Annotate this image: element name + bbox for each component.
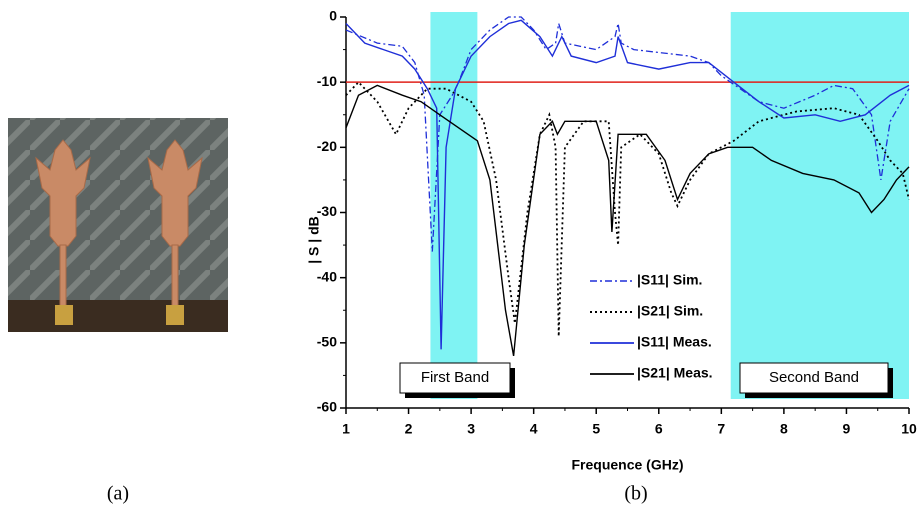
x-tick-label: 5 xyxy=(592,421,600,437)
band xyxy=(730,12,909,399)
x-tick-label: 3 xyxy=(467,421,475,437)
series-line xyxy=(345,16,910,252)
x-tick-label: 1 xyxy=(342,421,350,437)
plot: 0 -10 -20 -30 -40 -50 -60 1 2 3 4 5 6 7 8 9 10 Frequence … xyxy=(306,8,917,473)
band-label: First Band xyxy=(421,369,489,386)
y-tick-label: -50 xyxy=(317,334,337,350)
y-tick-label: -10 xyxy=(317,73,337,89)
x-tick-label: 10 xyxy=(901,421,917,437)
band-label-box xyxy=(399,362,511,394)
band-label: Second Band xyxy=(769,369,859,386)
caption: (b) xyxy=(624,483,647,505)
antenna-photo xyxy=(8,118,228,332)
y-tick-label: -60 xyxy=(317,399,337,415)
legend-label: |S21| Meas. xyxy=(637,365,713,381)
y-tick-label: -30 xyxy=(317,203,337,219)
x-tick-label: 2 xyxy=(405,421,413,437)
y-tick-label: 0 xyxy=(329,8,337,24)
x-tick-label: 8 xyxy=(780,421,788,437)
y-tick-label: -40 xyxy=(317,268,337,284)
legend-label: |S21| Sim. xyxy=(637,303,703,319)
caption: (a) xyxy=(107,483,129,505)
series-line xyxy=(345,84,910,357)
x-tick-label: 4 xyxy=(530,421,538,437)
y-axis-label: | S | dB xyxy=(306,216,322,264)
band-label-box xyxy=(739,362,889,394)
x-tick-label: 7 xyxy=(717,421,725,437)
x-axis-label: Frequence (GHz) xyxy=(571,457,683,473)
legend-label: |S11| Meas. xyxy=(637,334,712,350)
band xyxy=(430,12,478,399)
y-tick-label: -20 xyxy=(317,138,337,154)
x-tick-label: 9 xyxy=(843,421,851,437)
x-tick-label: 6 xyxy=(655,421,663,437)
series-line xyxy=(345,19,910,350)
legend-label: |S11| Sim. xyxy=(637,272,702,288)
